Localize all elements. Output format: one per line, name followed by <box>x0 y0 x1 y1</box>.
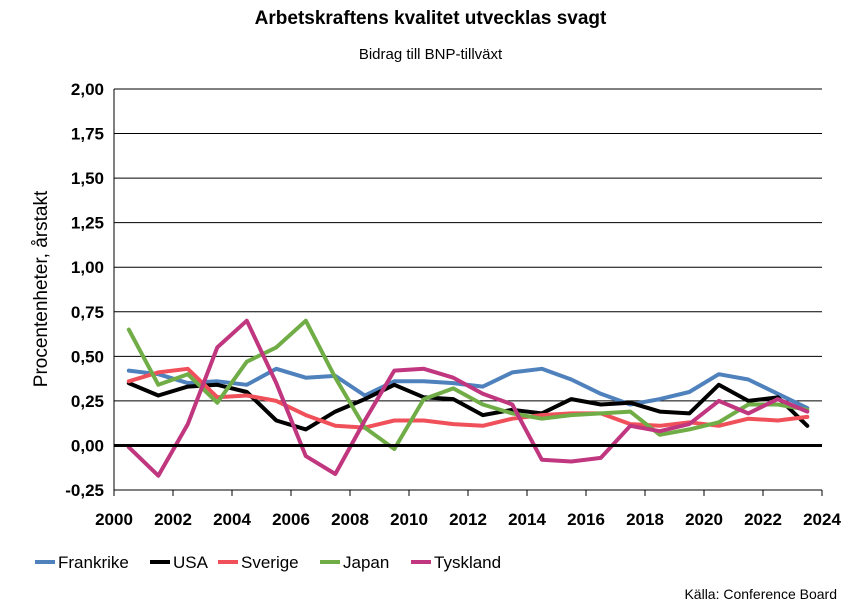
legend-label-sverige: Sverige <box>241 553 299 572</box>
legend-label-tyskland: Tyskland <box>434 553 501 572</box>
x-tick-label: 2016 <box>567 510 605 529</box>
x-tick-label: 2014 <box>508 510 546 529</box>
grid <box>114 88 822 491</box>
y-tick-label: 1,25 <box>71 214 104 233</box>
y-tick-label: 0,75 <box>71 303 104 322</box>
x-tick-label: 2010 <box>390 510 428 529</box>
source-note: Källa: Conference Board <box>684 586 837 602</box>
legend: Frankrike USA Sverige Japan Tyskland <box>35 553 501 572</box>
x-tick-label: 2004 <box>213 510 251 529</box>
y-tick-label: 1,00 <box>71 258 104 277</box>
y-tick-label: 1,75 <box>71 125 104 144</box>
y-tick-label: 0,50 <box>71 347 104 366</box>
x-tick-label: 2000 <box>95 510 133 529</box>
series-lines <box>114 318 822 478</box>
y-tick-label: 1,50 <box>71 169 104 188</box>
y-tick-label: 2,00 <box>71 80 104 99</box>
x-tick-label: 2020 <box>685 510 723 529</box>
y-axis-label: Procentenheter, årstakt <box>31 190 52 387</box>
x-tick-label: 2018 <box>626 510 664 529</box>
y-tick-label: -0,25 <box>65 481 104 500</box>
y-tick-label: 0,00 <box>71 436 104 455</box>
x-tick-label: 2012 <box>449 510 487 529</box>
x-tick-label: 2002 <box>154 510 192 529</box>
legend-label-japan: Japan <box>343 553 389 572</box>
series-line-japan <box>126 318 810 451</box>
series-line-tyskland <box>126 318 810 478</box>
x-tick-label: 2008 <box>331 510 369 529</box>
axes: -0,25 0,00 0,25 0,50 0,75 1,00 1,25 1,50 1,75 2,0… <box>65 80 841 529</box>
x-tick-label: 2022 <box>744 510 782 529</box>
chart-title: Arbetskraftens kvalitet utvecklas svagt <box>254 8 607 29</box>
x-tick-label: 2006 <box>272 510 310 529</box>
chart-subtitle: Bidrag till BNP-tillväxt <box>358 46 503 63</box>
y-tick-label: 0,25 <box>71 392 104 411</box>
series-line-usa <box>126 381 810 432</box>
x-tick-label: 2024 <box>803 510 841 529</box>
legend-label-frankrike: Frankrike <box>58 553 129 572</box>
legend-label-usa: USA <box>173 553 209 572</box>
series-line-sverige <box>126 366 810 430</box>
